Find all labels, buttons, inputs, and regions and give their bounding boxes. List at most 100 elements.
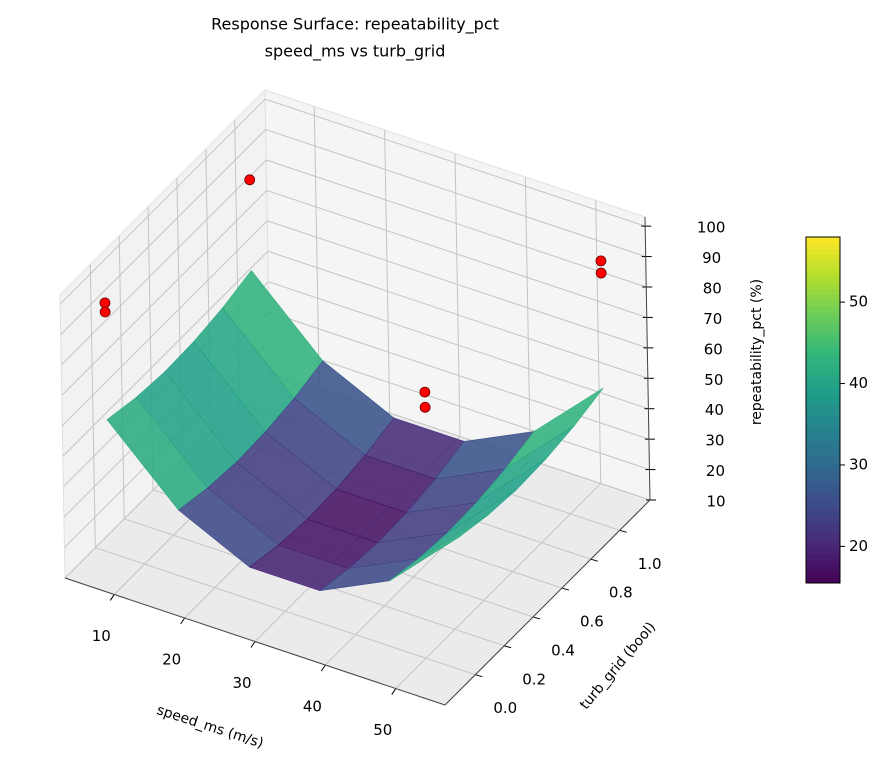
- colorbar-strip: [806, 536, 840, 544]
- colorbar-strip: [806, 323, 840, 330]
- colorbar-strip: [806, 248, 840, 255]
- z-axis-label: repeatability_pct (%): [749, 279, 765, 425]
- y-tick-label: 0.6: [580, 613, 604, 631]
- colorbar-strip: [806, 386, 840, 394]
- colorbar-strip: [806, 369, 840, 376]
- data-point: [99, 297, 111, 309]
- grid-line: [266, 189, 647, 318]
- colorbar-strip: [806, 381, 840, 388]
- axis-line: [64, 577, 446, 706]
- colorbar-strip: [806, 496, 840, 503]
- colorbar-strip: [806, 398, 840, 405]
- z-tick-label: 60: [704, 340, 723, 358]
- colorbar-strip: [806, 300, 840, 307]
- colorbar-strip: [806, 392, 840, 399]
- colorbar-strip: [806, 352, 840, 359]
- colorbar-strip: [806, 317, 840, 324]
- tick-mark: [504, 645, 512, 649]
- y-axis-label: turb_grid (bool): [577, 619, 659, 713]
- colorbar-strip: [806, 404, 840, 411]
- z-tick-label: 50: [704, 371, 723, 389]
- colorbar-strip: [806, 283, 840, 290]
- y-tick-label: 0.4: [551, 641, 575, 659]
- tick-mark: [391, 688, 397, 695]
- colorbar-strip: [806, 548, 840, 555]
- grid-line: [524, 177, 531, 461]
- colorbar-strip: [806, 294, 840, 301]
- grid-line: [266, 159, 647, 288]
- tick-mark: [180, 617, 186, 625]
- colorbar-strip: [806, 277, 840, 284]
- tick-mark: [475, 674, 483, 678]
- colorbar-tick-label: 50: [849, 293, 868, 311]
- tick-mark: [590, 558, 598, 562]
- grid-line: [89, 264, 96, 548]
- colorbar-strip: [806, 335, 840, 342]
- x-tick-label: 10: [92, 627, 111, 645]
- colorbar-strip: [806, 415, 840, 423]
- colorbar-tick-label: 30: [849, 455, 868, 473]
- colorbar-strip: [806, 473, 840, 480]
- surface-patch: [389, 514, 489, 581]
- chart-subtitle: speed_ms vs turb_grid: [265, 42, 446, 62]
- colorbar-strip: [806, 265, 840, 273]
- grid-line: [395, 483, 602, 689]
- colorbar-strip: [806, 456, 840, 463]
- tick-mark: [532, 616, 541, 620]
- colorbar-strip: [806, 444, 840, 451]
- data-point: [244, 174, 256, 186]
- colorbar-strip: [806, 311, 840, 319]
- colorbar-strip: [806, 254, 840, 261]
- colorbar-strip: [806, 502, 840, 509]
- grid-line: [268, 281, 649, 410]
- tick-mark: [619, 529, 627, 533]
- grid-line: [384, 129, 391, 413]
- colorbar-strip: [806, 519, 840, 526]
- z-tick-label: 70: [703, 310, 722, 328]
- tick-mark: [250, 641, 256, 648]
- grid-line: [269, 342, 650, 471]
- colorbar-frame: [805, 236, 841, 584]
- colorbar-strip: [806, 438, 840, 446]
- grid-line: [267, 220, 648, 349]
- colorbar-strip: [806, 375, 840, 382]
- z-tick-label: 30: [705, 432, 724, 450]
- colorbar-tick-label: 20: [849, 537, 868, 555]
- colorbar-strip: [806, 467, 840, 474]
- colorbar-strip: [806, 242, 840, 250]
- grid-line: [267, 250, 649, 379]
- colorbar-strip: [806, 490, 840, 497]
- colorbar-strip: [806, 329, 840, 336]
- axis-line: [444, 499, 651, 706]
- x-tick-label: 50: [373, 721, 392, 739]
- grid-line: [60, 159, 267, 366]
- colorbar-strip: [806, 484, 840, 492]
- colorbar-strip: [806, 433, 840, 440]
- y-tick-label: 1.0: [638, 555, 662, 573]
- grid-line: [95, 547, 476, 676]
- colorbar-strip: [806, 306, 840, 313]
- z-tick-label: 100: [697, 219, 726, 237]
- colorbar-strip: [806, 559, 840, 567]
- x-tick-label: 40: [303, 698, 322, 716]
- tick-mark: [320, 664, 326, 672]
- grid-line: [118, 235, 125, 519]
- grid-line: [268, 311, 650, 440]
- grid-line: [595, 200, 602, 484]
- grid-line: [265, 98, 646, 227]
- chart-title: Response Surface: repeatability_pct: [211, 15, 499, 35]
- z-tick-label: 80: [703, 279, 722, 297]
- data-point: [595, 267, 607, 279]
- x-axis-label: speed_ms (m/s): [155, 702, 266, 752]
- colorbar-strip: [806, 542, 840, 549]
- z-tick-label: 10: [706, 493, 725, 511]
- grid-line: [59, 98, 266, 305]
- grid-line: [265, 129, 646, 258]
- data-point: [595, 255, 607, 267]
- colorbar-strip: [806, 260, 840, 267]
- colorbar-strip: [806, 554, 840, 561]
- colorbar-strip: [806, 346, 840, 353]
- colorbar-strip: [806, 288, 840, 296]
- data-point: [419, 386, 431, 398]
